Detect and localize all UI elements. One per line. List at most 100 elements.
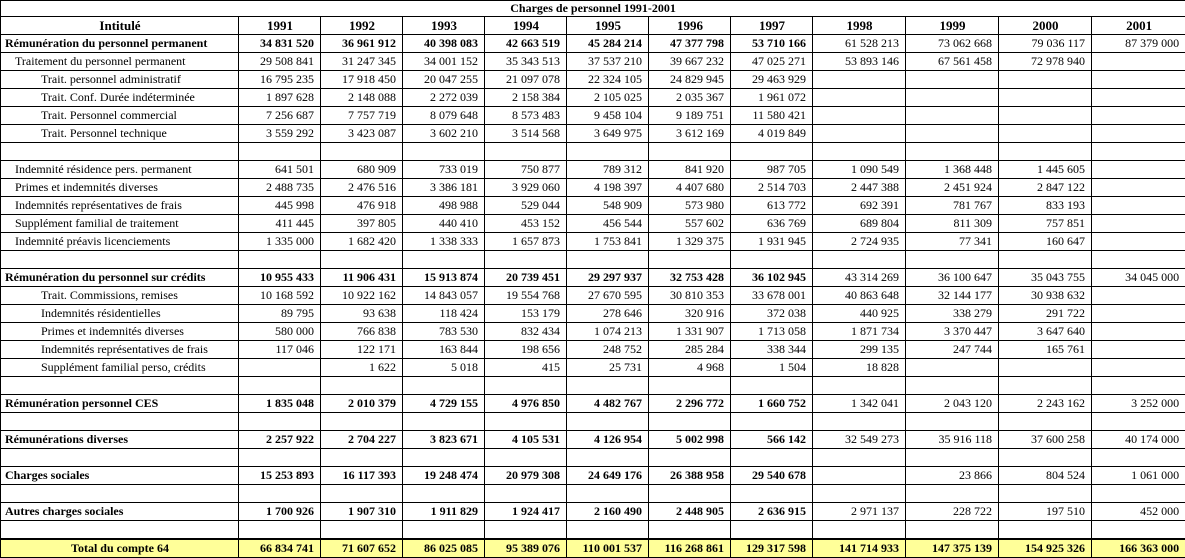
spacer-row bbox=[1, 143, 1185, 161]
value-cell: 1 504 bbox=[731, 359, 813, 377]
value-cell: 291 722 bbox=[999, 305, 1092, 323]
value-cell: 147 375 139 bbox=[906, 539, 999, 558]
value-cell: 37 600 258 bbox=[999, 431, 1092, 449]
value-cell bbox=[239, 413, 321, 431]
value-cell bbox=[999, 359, 1092, 377]
value-cell: 71 607 652 bbox=[321, 539, 403, 558]
value-cell: 4 968 bbox=[649, 359, 731, 377]
value-cell: 43 314 269 bbox=[813, 269, 906, 287]
value-cell: 2 148 088 bbox=[321, 89, 403, 107]
value-cell bbox=[1092, 521, 1185, 540]
value-cell: 2 035 367 bbox=[649, 89, 731, 107]
row-label: Rémunération du personnel permanent bbox=[1, 35, 239, 53]
value-cell bbox=[403, 143, 485, 161]
value-cell: 4 126 954 bbox=[567, 431, 649, 449]
value-cell: 1 061 000 bbox=[1092, 467, 1185, 485]
value-cell: 1 622 bbox=[321, 359, 403, 377]
column-header-year-1994: 1994 bbox=[485, 17, 567, 35]
value-cell bbox=[731, 377, 813, 395]
value-cell bbox=[813, 449, 906, 467]
value-cell bbox=[567, 521, 649, 540]
column-header-year-1998: 1998 bbox=[813, 17, 906, 35]
value-cell: 247 744 bbox=[906, 341, 999, 359]
value-cell: 37 537 210 bbox=[567, 53, 649, 71]
value-cell: 445 998 bbox=[239, 197, 321, 215]
value-cell: 566 142 bbox=[731, 431, 813, 449]
value-cell: 165 761 bbox=[999, 341, 1092, 359]
value-cell: 67 561 458 bbox=[906, 53, 999, 71]
value-cell: 122 171 bbox=[321, 341, 403, 359]
value-cell bbox=[1092, 71, 1185, 89]
value-cell bbox=[999, 251, 1092, 269]
value-cell bbox=[731, 485, 813, 503]
value-cell: 4 976 850 bbox=[485, 395, 567, 413]
value-cell: 228 722 bbox=[906, 503, 999, 521]
value-cell: 116 268 861 bbox=[649, 539, 731, 558]
value-cell: 24 649 176 bbox=[567, 467, 649, 485]
value-cell bbox=[403, 485, 485, 503]
value-cell bbox=[485, 143, 567, 161]
value-cell: 2 272 039 bbox=[403, 89, 485, 107]
value-cell bbox=[1092, 341, 1185, 359]
value-cell bbox=[1092, 485, 1185, 503]
value-cell: 641 501 bbox=[239, 161, 321, 179]
row-label: Supplément familial de traitement bbox=[1, 215, 239, 233]
value-cell: 11 906 431 bbox=[321, 269, 403, 287]
spacer-row bbox=[1, 251, 1185, 269]
value-cell bbox=[731, 251, 813, 269]
value-cell bbox=[1092, 359, 1185, 377]
column-header-year-1993: 1993 bbox=[403, 17, 485, 35]
value-cell bbox=[239, 359, 321, 377]
value-cell: 3 423 087 bbox=[321, 125, 403, 143]
value-cell: 440 410 bbox=[403, 215, 485, 233]
value-cell bbox=[813, 377, 906, 395]
value-cell bbox=[1092, 53, 1185, 71]
value-cell: 29 508 841 bbox=[239, 53, 321, 71]
row-label: Trait. personnel administratif bbox=[1, 71, 239, 89]
value-cell: 3 612 169 bbox=[649, 125, 731, 143]
value-cell: 3 370 447 bbox=[906, 323, 999, 341]
spacer-row bbox=[1, 377, 1185, 395]
value-cell: 73 062 668 bbox=[906, 35, 999, 53]
value-cell: 1 090 549 bbox=[813, 161, 906, 179]
row-label bbox=[1, 251, 239, 269]
value-cell bbox=[321, 377, 403, 395]
value-cell: 39 667 232 bbox=[649, 53, 731, 71]
value-cell bbox=[403, 377, 485, 395]
value-cell: 16 795 235 bbox=[239, 71, 321, 89]
column-header-year-1992: 1992 bbox=[321, 17, 403, 35]
value-cell: 20 047 255 bbox=[403, 71, 485, 89]
row-label: Rémunération personnel CES bbox=[1, 395, 239, 413]
column-header-year-2001: 2001 bbox=[1092, 17, 1185, 35]
value-cell: 692 391 bbox=[813, 197, 906, 215]
row-label bbox=[1, 485, 239, 503]
value-cell bbox=[1092, 323, 1185, 341]
value-cell: 21 097 078 bbox=[485, 71, 567, 89]
value-cell bbox=[567, 449, 649, 467]
value-cell: 2 636 915 bbox=[731, 503, 813, 521]
value-cell: 781 767 bbox=[906, 197, 999, 215]
value-cell bbox=[906, 107, 999, 125]
value-cell: 1 660 752 bbox=[731, 395, 813, 413]
value-cell bbox=[485, 485, 567, 503]
value-cell bbox=[731, 521, 813, 540]
value-cell bbox=[906, 377, 999, 395]
value-cell: 163 844 bbox=[403, 341, 485, 359]
value-cell: 24 829 945 bbox=[649, 71, 731, 89]
value-cell: 1 931 945 bbox=[731, 233, 813, 251]
value-cell bbox=[1092, 449, 1185, 467]
value-cell: 15 253 893 bbox=[239, 467, 321, 485]
value-cell: 2 257 922 bbox=[239, 431, 321, 449]
value-cell: 453 152 bbox=[485, 215, 567, 233]
value-cell: 35 343 513 bbox=[485, 53, 567, 71]
row-label: Traitement du personnel permanent bbox=[1, 53, 239, 71]
value-cell: 411 445 bbox=[239, 215, 321, 233]
value-cell: 613 772 bbox=[731, 197, 813, 215]
